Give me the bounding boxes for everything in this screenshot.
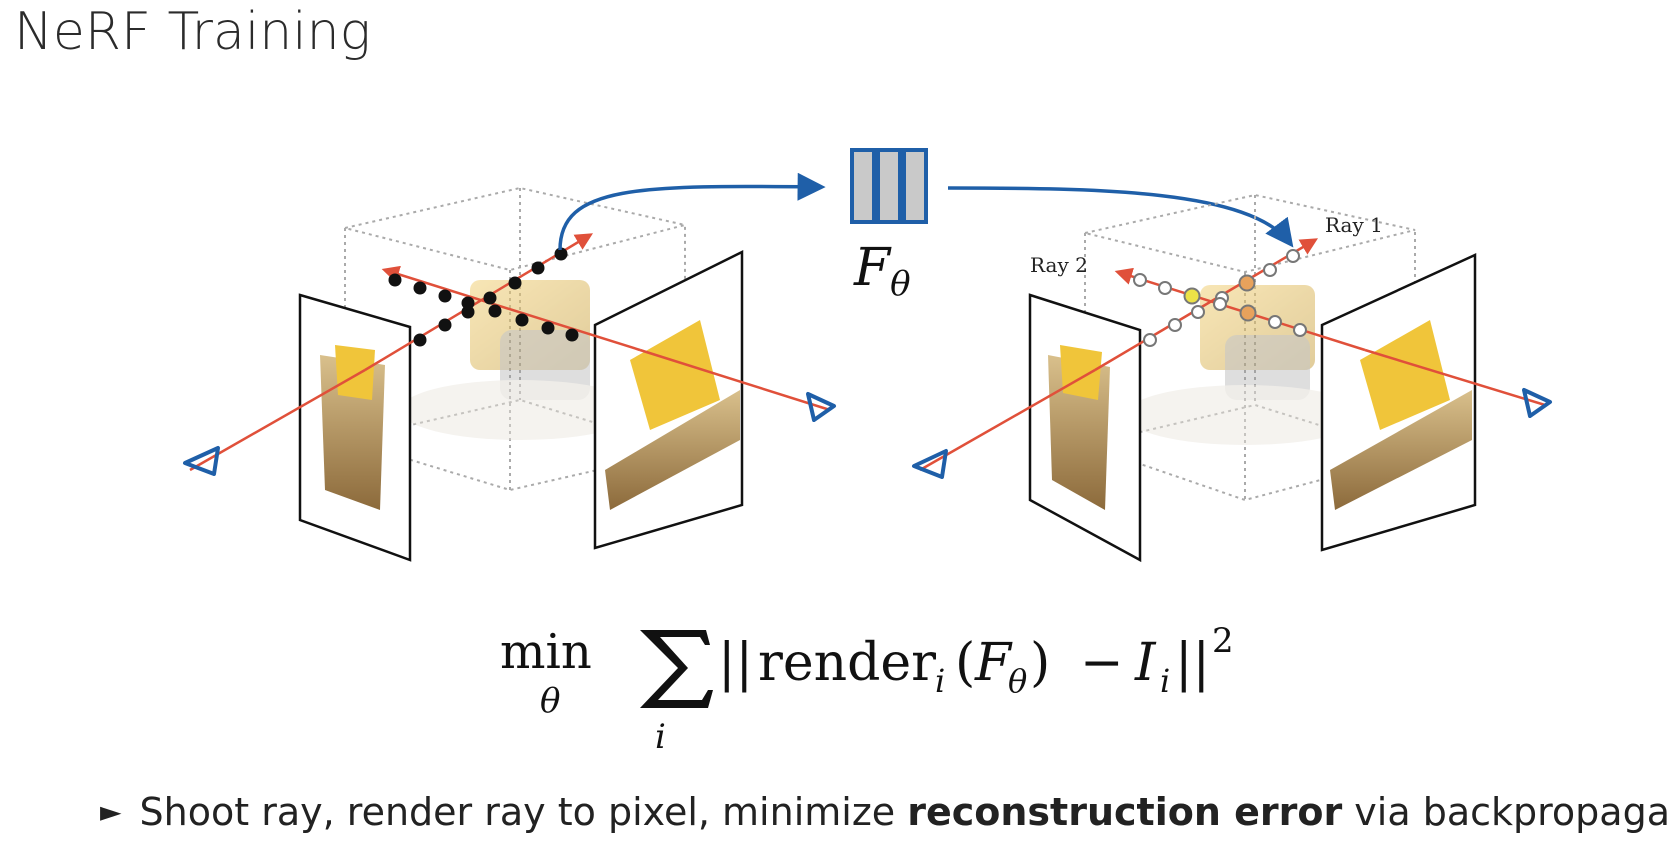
left-camera-icon-1	[183, 446, 220, 476]
bullet-marker: ►	[100, 795, 122, 828]
svg-text:θ: θ	[540, 681, 560, 721]
svg-text:i: i	[655, 717, 666, 757]
svg-text:||: ||	[1175, 633, 1210, 693]
svg-text:−: −	[1080, 633, 1124, 693]
left-image-plane-1	[298, 293, 412, 562]
bullet-text-after: via backpropagation	[1354, 790, 1669, 834]
right-image-plane-1	[1028, 293, 1142, 563]
ray-1-label: Ray 1	[1325, 213, 1383, 237]
bullet-text-bold: reconstruction error	[907, 790, 1343, 834]
network-label: Fθ	[853, 238, 911, 304]
svg-text:F: F	[974, 633, 1013, 693]
right-scene: Ray 1 Ray 2	[912, 193, 1552, 563]
svg-text:): )	[1030, 633, 1050, 693]
right-camera-icon-1	[912, 449, 948, 479]
bullet-point: ► Shoot ray, render ray to pixel, minimiz…	[100, 790, 1669, 834]
svg-text:i: i	[1160, 662, 1170, 700]
svg-text:render: render	[758, 633, 936, 693]
ray-2-label: Ray 2	[1030, 253, 1088, 277]
left-rays	[189, 233, 831, 472]
bullet-text-before: Shoot ray, render ray to pixel, minimize	[139, 790, 908, 834]
summation-sign	[640, 630, 713, 708]
left-image-plane-2	[593, 249, 744, 550]
svg-text:I: I	[1134, 633, 1157, 693]
slide-title: NeRF Training	[14, 2, 371, 62]
right-toy-silhouette	[1125, 285, 1365, 445]
to-network-arrow	[558, 172, 826, 251]
left-camera-icon-2	[806, 392, 836, 422]
right-image-plane-2	[1320, 253, 1477, 552]
right-camera-icon-2	[1522, 388, 1552, 418]
svg-text:θ: θ	[1008, 662, 1027, 700]
svg-text:(: (	[955, 633, 975, 693]
svg-text:min: min	[500, 624, 592, 680]
left-toy-silhouette	[400, 280, 640, 440]
svg-text:i: i	[935, 662, 945, 700]
left-scene	[183, 186, 836, 562]
loss-equation: min θ i || render i ( F θ ) − I i || 2	[500, 621, 1234, 757]
left-sample-points	[388, 247, 579, 347]
network-icon	[850, 148, 928, 224]
svg-text:||: ||	[718, 633, 753, 693]
svg-text:2: 2	[1212, 621, 1234, 661]
right-sample-points-ray2	[1133, 273, 1307, 337]
from-network-arrow	[947, 186, 1294, 248]
